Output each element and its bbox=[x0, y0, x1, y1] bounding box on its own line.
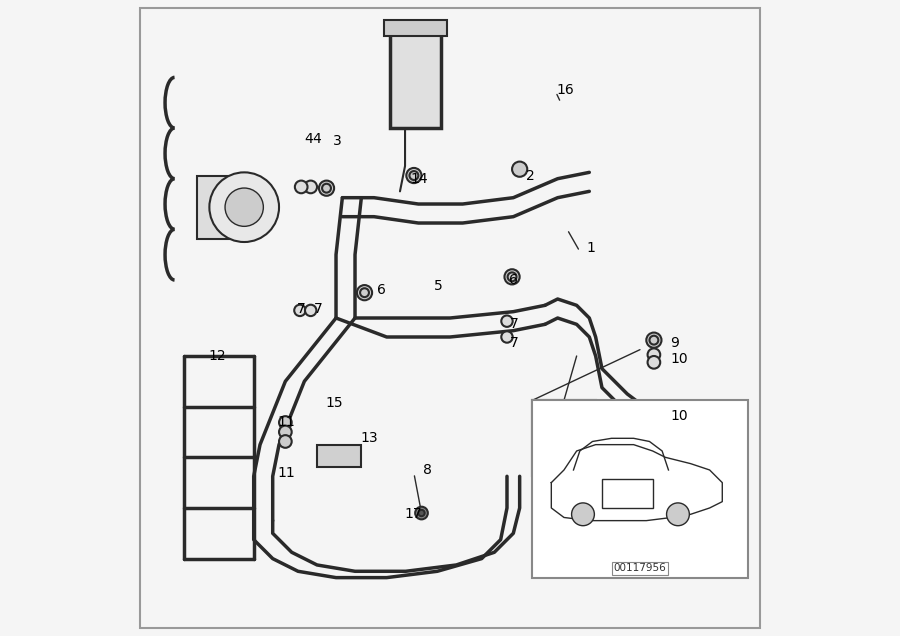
Text: 14: 14 bbox=[410, 172, 428, 186]
Text: 6: 6 bbox=[377, 282, 386, 296]
Text: 15: 15 bbox=[325, 396, 343, 410]
Text: 11: 11 bbox=[278, 415, 295, 429]
Circle shape bbox=[279, 435, 292, 448]
Circle shape bbox=[225, 188, 264, 226]
Circle shape bbox=[501, 331, 513, 343]
Text: 16: 16 bbox=[556, 83, 574, 97]
Circle shape bbox=[505, 269, 519, 284]
Circle shape bbox=[648, 356, 661, 369]
Text: 11: 11 bbox=[278, 466, 295, 480]
Bar bbox=[383, 20, 446, 36]
Circle shape bbox=[357, 285, 372, 300]
Text: 10: 10 bbox=[670, 352, 688, 366]
Circle shape bbox=[210, 172, 279, 242]
Circle shape bbox=[279, 425, 292, 438]
Circle shape bbox=[648, 349, 661, 361]
Text: 7: 7 bbox=[297, 301, 305, 315]
Circle shape bbox=[667, 503, 689, 526]
Text: 10: 10 bbox=[670, 409, 688, 423]
Bar bbox=[532, 400, 748, 577]
Text: 2: 2 bbox=[526, 169, 535, 183]
Bar bbox=[197, 176, 254, 239]
Circle shape bbox=[543, 433, 553, 443]
Text: 6: 6 bbox=[508, 273, 518, 287]
Circle shape bbox=[415, 507, 428, 520]
Circle shape bbox=[512, 162, 527, 177]
Text: 17: 17 bbox=[404, 508, 422, 522]
Text: 7: 7 bbox=[510, 336, 519, 350]
Circle shape bbox=[319, 181, 334, 196]
Circle shape bbox=[418, 510, 425, 516]
Circle shape bbox=[501, 315, 513, 327]
Bar bbox=[602, 480, 652, 508]
Circle shape bbox=[543, 408, 553, 418]
Text: 8: 8 bbox=[423, 463, 432, 477]
Circle shape bbox=[294, 305, 306, 316]
Text: 7: 7 bbox=[510, 317, 519, 331]
Text: 1: 1 bbox=[586, 241, 595, 255]
Text: 3: 3 bbox=[333, 134, 342, 148]
Circle shape bbox=[572, 503, 594, 526]
Circle shape bbox=[543, 459, 553, 469]
Circle shape bbox=[305, 305, 317, 316]
Text: 9: 9 bbox=[670, 336, 680, 350]
Circle shape bbox=[646, 333, 662, 348]
Text: 5: 5 bbox=[434, 279, 443, 293]
Text: 4: 4 bbox=[312, 132, 321, 146]
Bar bbox=[390, 27, 440, 128]
Text: 13: 13 bbox=[360, 431, 378, 445]
Text: 4: 4 bbox=[304, 132, 313, 146]
Circle shape bbox=[295, 181, 308, 193]
Bar bbox=[532, 400, 596, 476]
Circle shape bbox=[406, 168, 421, 183]
Circle shape bbox=[279, 416, 292, 429]
Circle shape bbox=[304, 181, 317, 193]
Text: 00117956: 00117956 bbox=[614, 563, 666, 573]
Text: 7: 7 bbox=[314, 301, 322, 315]
Text: 12: 12 bbox=[208, 349, 226, 363]
Bar bbox=[317, 445, 361, 467]
